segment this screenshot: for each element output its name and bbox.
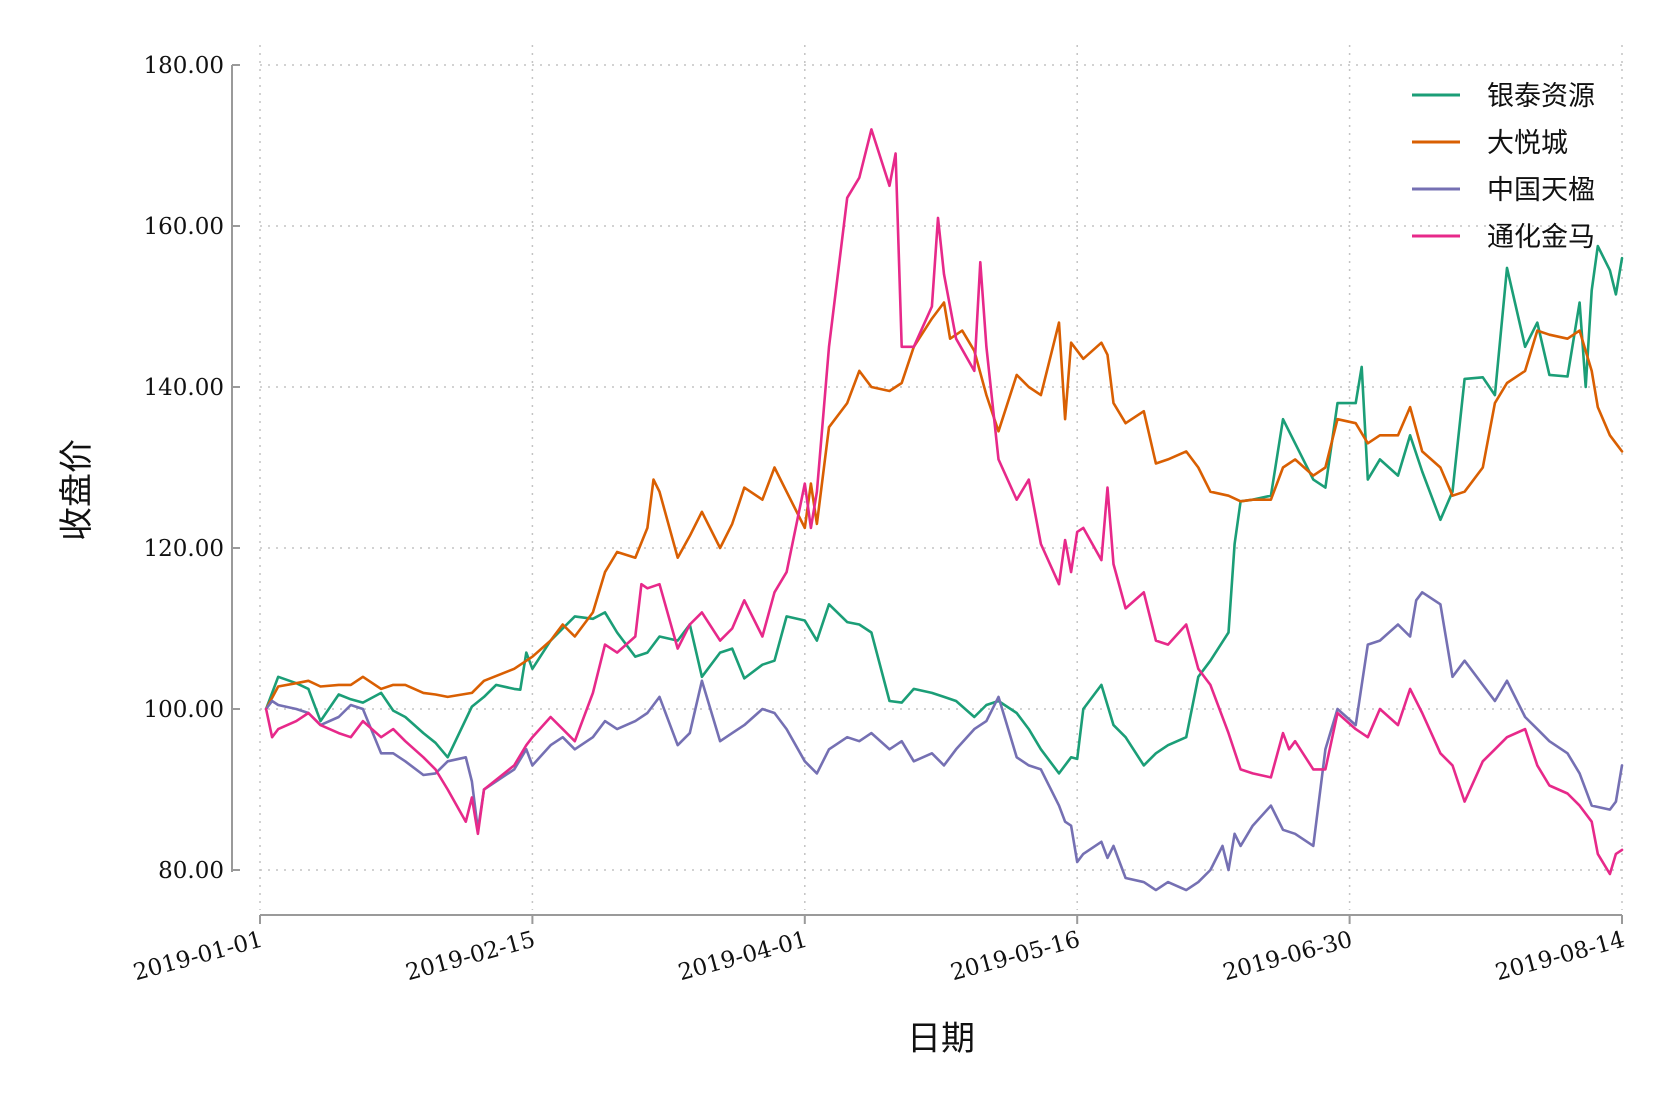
y-tick-label: 180.00 bbox=[144, 53, 224, 79]
series-line bbox=[264, 590, 1624, 892]
x-tick-label: 2019-06-30 bbox=[1220, 927, 1355, 986]
series-line bbox=[264, 128, 1624, 876]
legend-label: 大悦城 bbox=[1487, 128, 1568, 159]
y-tick-label: 160.00 bbox=[144, 214, 224, 240]
y-tick-label: 100.00 bbox=[144, 697, 224, 723]
series-line bbox=[264, 301, 1624, 711]
x-tick-label: 2019-02-15 bbox=[403, 927, 538, 986]
x-tick-label: 2019-04-01 bbox=[676, 927, 811, 986]
legend-label: 银泰资源 bbox=[1487, 81, 1595, 112]
x-axis-title: 日期 bbox=[907, 1019, 975, 1059]
x-tick-label: 2019-05-16 bbox=[948, 927, 1083, 986]
legend-label: 通化金马 bbox=[1487, 222, 1595, 253]
x-ticks: 2019-01-01 2019-02-15 2019-04-01 2019-05-16… bbox=[131, 915, 1628, 986]
x-tick-label: 2019-01-01 bbox=[131, 927, 266, 986]
y-tick-label: 140.00 bbox=[144, 375, 224, 401]
axes bbox=[231, 65, 1622, 916]
x-tick-label: 2019-08-14 bbox=[1493, 927, 1628, 986]
y-axis-title: 收盘价 bbox=[57, 439, 97, 541]
series-line bbox=[264, 244, 1624, 775]
series-lines bbox=[264, 128, 1624, 892]
y-ticks: 80.00 100.00 120.00 140.00 160.00 180.00 bbox=[144, 53, 240, 884]
legend-label: 中国天楹 bbox=[1487, 175, 1595, 206]
y-tick-label: 120.00 bbox=[144, 536, 224, 562]
y-tick-label: 80.00 bbox=[158, 858, 224, 884]
grid bbox=[259, 45, 1623, 910]
